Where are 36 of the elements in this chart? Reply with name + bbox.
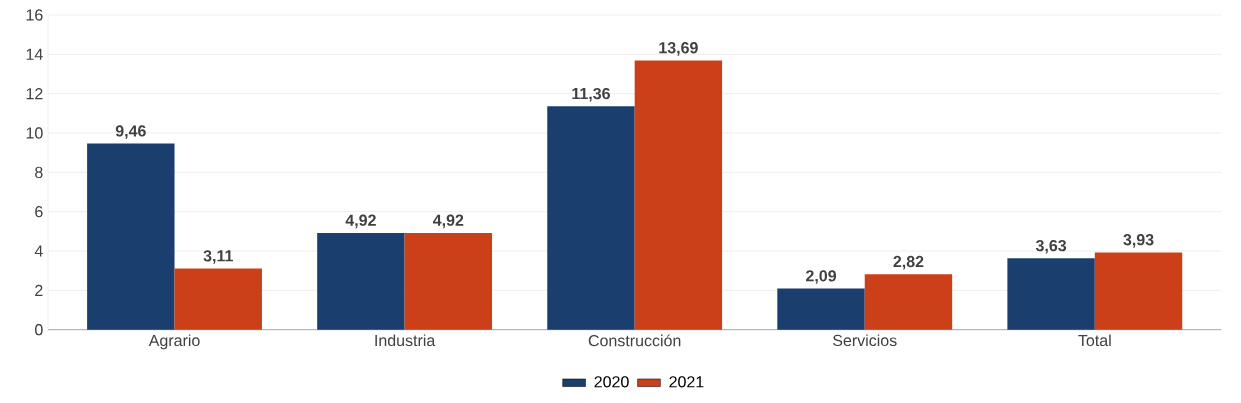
data-label: 4,92 xyxy=(345,214,376,229)
data-label: 3,63 xyxy=(1035,239,1067,254)
data-label: 11,36 xyxy=(572,87,610,102)
x-tick-label: Total xyxy=(1078,334,1111,347)
y-tick-label: 0 xyxy=(35,324,43,336)
y-tick-label: 8 xyxy=(35,166,43,178)
data-label: 3,11 xyxy=(203,250,233,264)
bar xyxy=(1007,258,1095,330)
data-label: 2,82 xyxy=(893,255,924,270)
y-tick-label: 16 xyxy=(26,9,43,21)
x-tick-label: Agrario xyxy=(148,334,200,350)
y-tick-label: 12 xyxy=(26,88,43,100)
y-tick-label: 6 xyxy=(35,206,43,218)
x-tick-label: Industria xyxy=(375,334,436,347)
y-tick-label: 14 xyxy=(26,48,43,60)
bar xyxy=(634,60,723,330)
y-tick-label: 10 xyxy=(26,127,43,139)
data-label: 4,92 xyxy=(433,214,464,229)
data-label: 13,69 xyxy=(659,42,698,56)
x-tick-label: Servicios xyxy=(833,334,897,347)
bar xyxy=(87,143,175,330)
y-tick-label: 2 xyxy=(35,284,43,296)
bar xyxy=(547,106,635,330)
data-label: 2,09 xyxy=(806,270,836,284)
bar xyxy=(864,274,953,330)
legend-label: 2020 xyxy=(594,376,629,388)
x-tick-label: Construcción xyxy=(588,334,681,347)
bar xyxy=(1094,252,1183,330)
legend-label: 2021 xyxy=(669,376,704,388)
data-label: 9,46 xyxy=(115,125,146,139)
bar xyxy=(174,268,262,330)
bar xyxy=(777,288,865,330)
data-label: 3,93 xyxy=(1123,234,1154,248)
bar xyxy=(404,232,493,330)
bar xyxy=(317,232,405,330)
y-tick-label: 4 xyxy=(34,245,43,257)
